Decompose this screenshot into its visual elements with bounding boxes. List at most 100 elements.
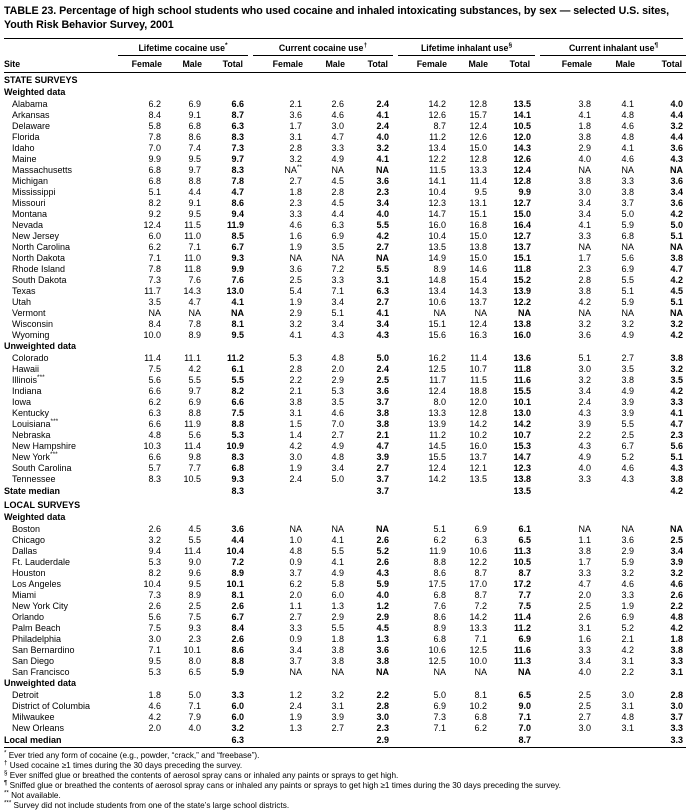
value-cell: 8.7 (518, 734, 532, 745)
value-cell: 5.1 (621, 285, 635, 296)
site-column-header: Site (4, 55, 116, 73)
value-cell: 3.2 (331, 689, 344, 700)
group-header-4: Current inhalant use¶ (538, 39, 686, 56)
value-cell: 1.7 (289, 120, 302, 131)
value-cell: 11.6 (514, 644, 532, 655)
value-cell: 6.5 (518, 689, 532, 700)
value-cell: 2.5 (578, 600, 592, 611)
value-cell: 3.0 (289, 451, 302, 462)
value-cell: 8.9 (188, 329, 201, 340)
value-cell: 8.0 (433, 396, 447, 407)
value-cell: 6.7 (231, 241, 244, 252)
value-cell: 6.0 (148, 230, 161, 241)
value-cell: 3.8 (578, 545, 592, 556)
value-cell: 4.6 (331, 407, 344, 418)
value-cell: NA (578, 523, 592, 534)
value-cell: 12.2 (469, 556, 488, 567)
site-name: Colorado (12, 352, 49, 363)
value-cell: 2.1 (621, 633, 635, 644)
value-cell: 4.2 (670, 485, 684, 496)
value-cell: 7.4 (188, 142, 201, 153)
value-cell: 4.2 (670, 274, 684, 285)
value-cell: 4.7 (376, 440, 390, 451)
value-cell: 2.6 (231, 633, 244, 644)
value-cell: 9.8 (188, 451, 201, 462)
table-row: Delaware 5.8 6.8 6.3 1.7 3.0 2.4 8.7 12.4 10.5 1.8… (4, 121, 686, 132)
value-cell: 4.4 (188, 186, 201, 197)
value-cell: 12.8 (469, 153, 488, 164)
value-cell: 8.8 (433, 556, 447, 567)
value-cell: 14.1 (513, 109, 532, 120)
value-cell: 3.0 (621, 689, 635, 700)
value-cell: 4.3 (578, 440, 592, 451)
value-cell: 14.2 (428, 473, 447, 484)
value-cell: 13.3 (428, 407, 447, 418)
value-cell: 2.7 (376, 241, 390, 252)
value-cell: 6.8 (148, 164, 161, 175)
value-cell: 3.3 (578, 644, 592, 655)
table-row: Houston 8.2 9.6 8.9 3.7 4.9 4.3 8.6 8.7 8.7 3.3 3.2… (4, 568, 686, 579)
value-cell: 14.3 (469, 285, 488, 296)
value-cell: 8.8 (188, 407, 201, 418)
value-cell: 12.4 (143, 219, 161, 230)
value-cell: 6.7 (621, 440, 635, 451)
value-cell: 4.1 (289, 329, 302, 340)
value-cell: 2.8 (670, 689, 684, 700)
value-cell: NA** (284, 163, 302, 175)
value-cell: 3.7 (376, 396, 390, 407)
column-header-total: Total (210, 55, 251, 73)
table-row: New Jersey 6.0 11.0 8.5 1.6 6.9 4.2 10.4 15.0 12.… (4, 231, 686, 242)
value-cell: 3.2 (578, 318, 592, 329)
value-cell: 4.3 (376, 329, 390, 340)
value-cell: 6.0 (231, 711, 244, 722)
value-cell: 2.9 (621, 545, 635, 556)
value-cell: 7.0 (331, 418, 344, 429)
value-cell (455, 485, 496, 498)
value-cell: 8.4 (231, 622, 244, 633)
value-cell: 6.0 (331, 589, 344, 600)
value-cell: 14.9 (428, 252, 447, 263)
value-cell: 2.3 (670, 429, 684, 440)
value-cell: 6.2 (474, 722, 488, 733)
value-cell: 3.4 (578, 197, 592, 208)
value-cell: 3.2 (670, 120, 684, 131)
value-cell: 4.1 (331, 534, 344, 545)
site-name: Houston (12, 567, 46, 578)
value-cell: 6.2 (148, 241, 161, 252)
site-name: Illinois*** (12, 373, 45, 385)
value-cell: 10.5 (183, 473, 201, 484)
value-cell: 13.7 (469, 296, 488, 307)
value-cell: 3.2 (621, 318, 635, 329)
value-cell: 1.8 (331, 633, 344, 644)
value-cell: 5.5 (376, 219, 390, 230)
value-cell: 3.3 (231, 689, 244, 700)
value-cell: NA (578, 164, 592, 175)
value-cell: 7.3 (148, 274, 161, 285)
value-cell: 9.3 (188, 622, 201, 633)
value-cell: NA (331, 666, 344, 677)
value-cell: 1.1 (578, 534, 592, 545)
value-cell: 3.8 (331, 655, 344, 666)
value-cell: NA (231, 307, 244, 318)
value-cell: 3.6 (289, 263, 302, 274)
value-cell: 3.5 (148, 296, 161, 307)
value-cell: 16.8 (469, 219, 488, 230)
value-cell: 3.1 (621, 722, 635, 733)
value-cell: 13.8 (513, 318, 532, 329)
value-cell: 2.4 (376, 98, 390, 109)
value-cell: 5.3 (231, 429, 244, 440)
column-header-male: Male (170, 55, 210, 73)
value-cell: 5.5 (376, 263, 390, 274)
value-cell: 11.4 (470, 352, 488, 363)
value-cell: 4.1 (231, 296, 244, 307)
value-cell: 4.3 (578, 407, 592, 418)
value-cell: 9.9 (231, 263, 244, 274)
value-cell: 3.6 (376, 385, 390, 396)
value-cell: 11.4 (514, 611, 532, 622)
footnote-marker: ** (296, 163, 302, 171)
value-cell: 2.4 (376, 363, 390, 374)
value-cell: 5.2 (621, 622, 635, 633)
value-cell: 12.0 (469, 396, 488, 407)
value-cell: 6.3 (474, 534, 488, 545)
value-cell: 3.8 (376, 407, 390, 418)
